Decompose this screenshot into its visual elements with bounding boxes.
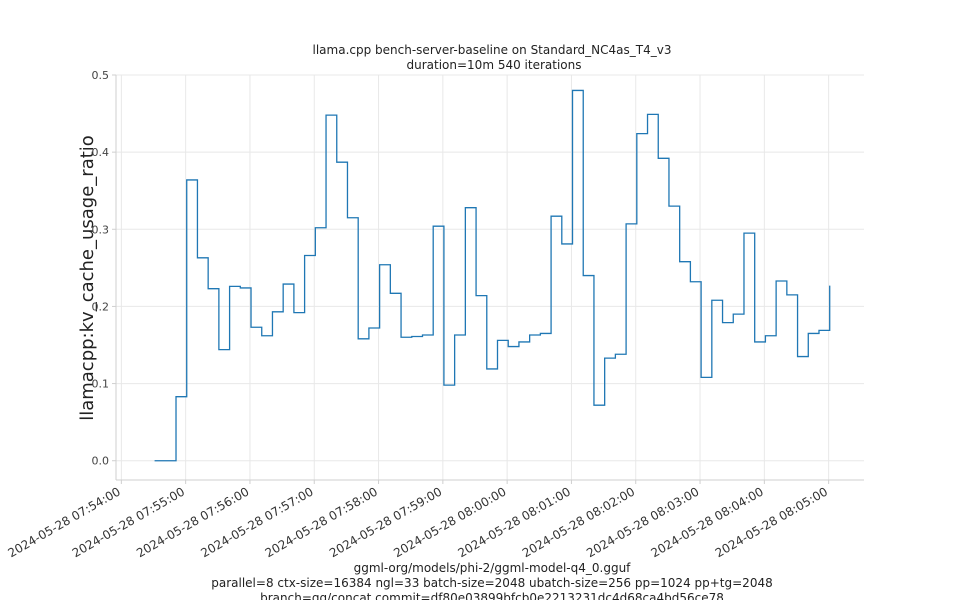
x-tick-label: 2024-05-28 07:55:00 — [70, 484, 187, 560]
x-tick-label: 2024-05-28 08:05:00 — [713, 484, 830, 560]
y-tick-label: 0.5 — [92, 69, 110, 82]
y-tick-label: 0.4 — [92, 146, 110, 159]
x-tick-label: 2024-05-28 07:56:00 — [134, 484, 251, 560]
x-tick-label: 2024-05-28 07:54:00 — [5, 484, 122, 560]
x-tick-label: 2024-05-28 07:57:00 — [198, 484, 315, 560]
y-tick-label: 0.0 — [92, 455, 110, 468]
chart-title: llama.cpp bench-server-baseline on Stand… — [313, 43, 672, 57]
y-tick-label: 0.2 — [92, 300, 110, 313]
x-tick-label: 2024-05-28 08:01:00 — [456, 484, 573, 560]
footer-line: ggml-org/models/phi-2/ggml-model-q4_0.gg… — [354, 561, 632, 575]
footer-line: parallel=8 ctx-size=16384 ngl=33 batch-s… — [211, 576, 772, 590]
x-tick-label: 2024-05-28 07:58:00 — [263, 484, 380, 560]
x-tick-label: 2024-05-28 08:02:00 — [520, 484, 637, 560]
chart-subtitle: duration=10m 540 iterations — [407, 58, 582, 72]
y-tick-label: 0.1 — [92, 378, 110, 391]
x-tick-label: 2024-05-28 07:59:00 — [327, 484, 444, 560]
x-tick-label: 2024-05-28 08:03:00 — [584, 484, 701, 560]
footer-line: branch=gg/concat commit=df80e03899bfcb0e… — [260, 591, 724, 600]
x-tick-label: 2024-05-28 08:04:00 — [648, 484, 765, 560]
y-tick-label: 0.3 — [92, 223, 110, 236]
x-tick-label: 2024-05-28 08:00:00 — [391, 484, 508, 560]
data-line — [154, 89, 831, 462]
y-axis-label: llamacpp:kv_cache_usage_ratio — [77, 135, 98, 421]
